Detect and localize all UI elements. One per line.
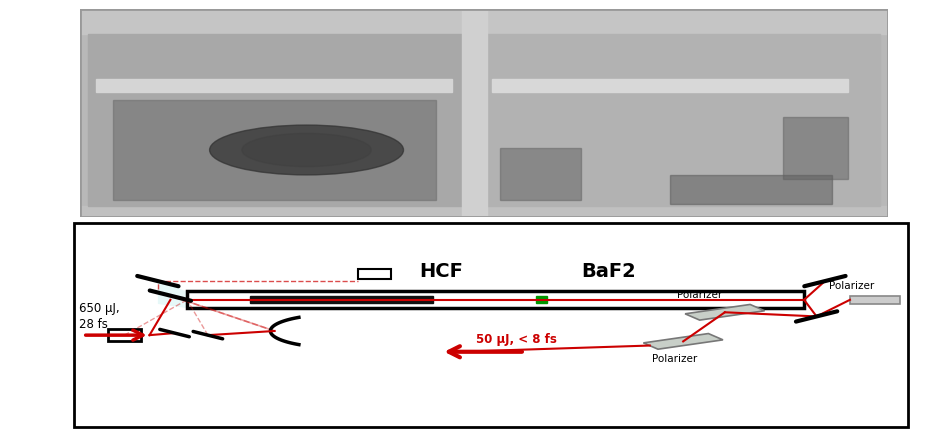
Text: Polarizer: Polarizer [828,281,873,291]
Text: 50 μJ, < 8 fs: 50 μJ, < 8 fs [476,333,556,346]
Text: Polarizer: Polarizer [677,290,722,300]
Text: HCF: HCF [419,262,463,281]
Bar [96,79,451,92]
Bar [500,148,581,200]
Polygon shape [684,304,764,320]
Bar [187,291,803,308]
Bar [249,296,432,303]
Circle shape [210,125,403,175]
Bar [849,296,899,304]
Bar [462,9,486,216]
Polygon shape [158,281,187,308]
Bar [80,9,887,34]
Polygon shape [643,333,722,349]
Text: 650 μJ,
28 fs: 650 μJ, 28 fs [78,302,119,331]
Bar [669,175,831,204]
Bar [89,34,467,206]
Bar [483,34,879,206]
Bar [108,329,141,341]
Bar [358,268,391,279]
Bar [187,291,803,308]
Bar [492,79,847,92]
Bar [80,206,887,216]
Text: BaF2: BaF2 [581,262,634,281]
Circle shape [242,133,371,167]
Bar [783,117,847,179]
Bar [535,296,547,303]
Bar [112,100,435,200]
Text: Polarizer: Polarizer [651,354,697,364]
